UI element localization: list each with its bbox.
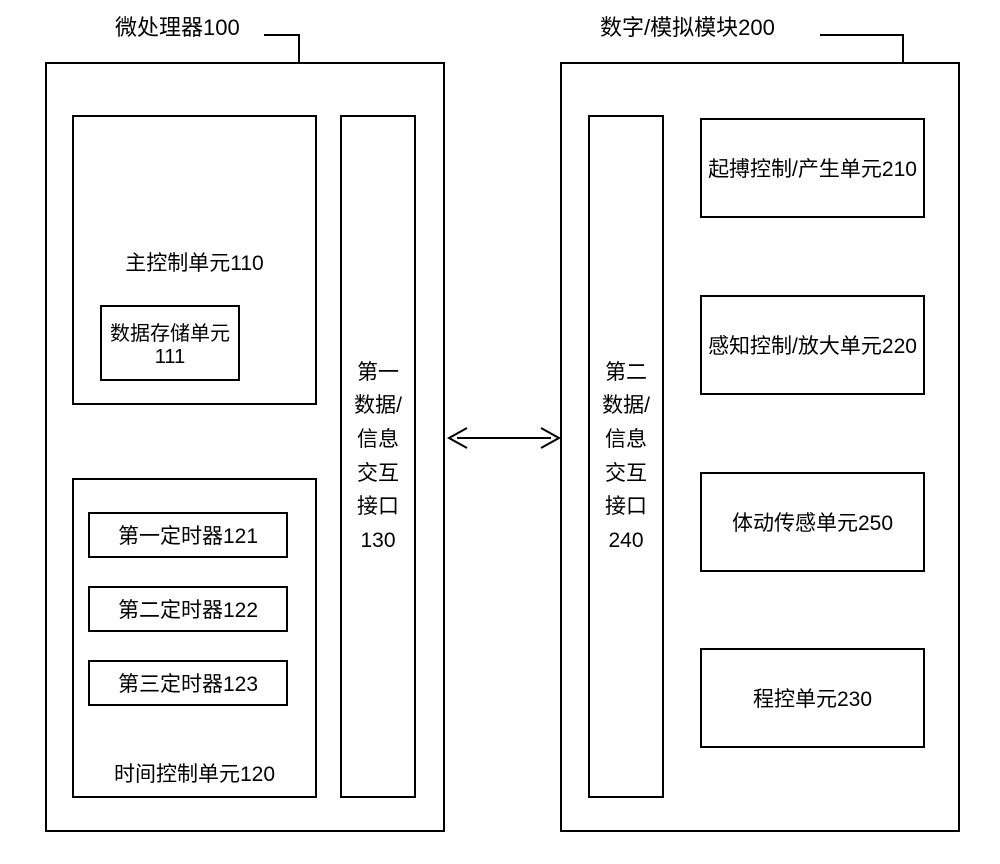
timer-2-label: 第二定时器122 [118,594,258,624]
sense-control-label: 感知控制/放大单元220 [708,330,917,360]
timer-3-box: 第三定时器123 [88,660,288,706]
right-leader-v [902,34,904,62]
timer-1-label: 第一定时器121 [118,520,258,550]
sense-control-box: 感知控制/放大单元220 [700,295,925,395]
right-leader-h [820,34,902,36]
time-control-label: 时间控制单元120 [74,758,315,788]
main-control-label: 主控制单元110 [74,247,315,277]
left-interface-label: 第一 数据/ 信息 交互 接口 130 [354,356,402,558]
right-interface-label: 第二 数据/ 信息 交互 接口 240 [602,356,650,558]
bidirectional-arrow-icon [445,420,563,456]
pacing-control-label: 起搏控制/产生单元210 [708,153,917,183]
data-storage-box: 数据存储单元111 [100,305,240,381]
timer-1-box: 第一定时器121 [88,512,288,558]
main-control-box: 主控制单元110 数据存储单元111 [72,115,317,405]
left-leader-v [298,34,300,62]
right-module-label: 数字/模拟模块200 [600,10,775,42]
left-module-label: 微处理器100 [115,10,240,42]
motion-sensor-box: 体动传感单元250 [700,472,925,572]
program-control-box: 程控单元230 [700,648,925,748]
pacing-control-box: 起搏控制/产生单元210 [700,118,925,218]
program-control-label: 程控单元230 [753,683,872,713]
motion-sensor-label: 体动传感单元250 [732,507,893,537]
left-leader-h [264,34,298,36]
right-interface-box: 第二 数据/ 信息 交互 接口 240 [588,115,664,798]
timer-3-label: 第三定时器123 [118,668,258,698]
block-diagram: 微处理器100 数字/模拟模块200 主控制单元110 数据存储单元111 时间… [0,0,1000,864]
timer-2-box: 第二定时器122 [88,586,288,632]
data-storage-label: 数据存储单元111 [108,317,232,369]
left-interface-box: 第一 数据/ 信息 交互 接口 130 [340,115,416,798]
